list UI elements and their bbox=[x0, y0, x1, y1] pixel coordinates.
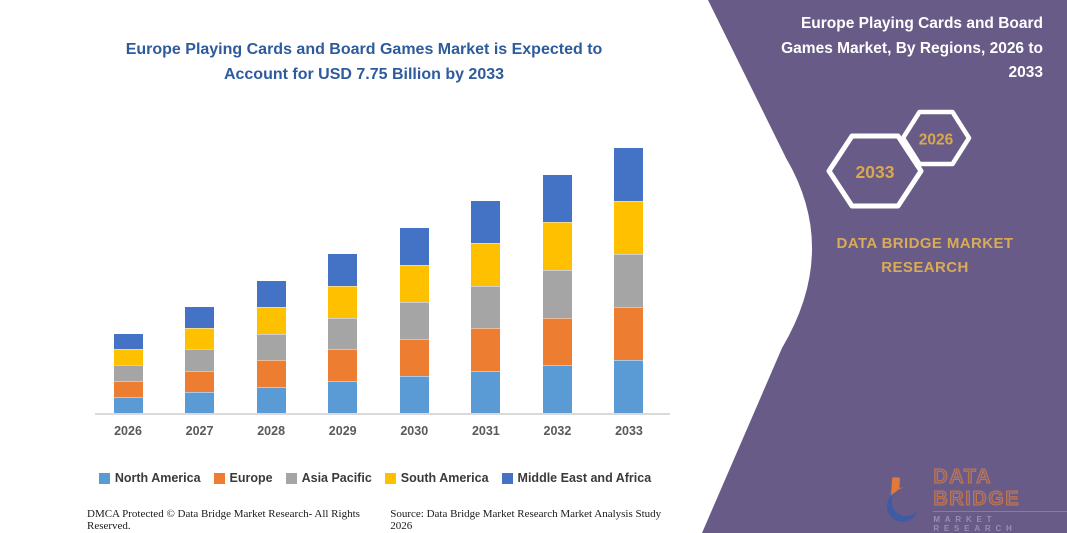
segment-2028-europe bbox=[256, 360, 286, 387]
legend-label: South America bbox=[400, 471, 489, 485]
legend-label: North America bbox=[114, 471, 201, 485]
segment-2033-europe bbox=[614, 307, 644, 360]
year-hexagons: 2033 2026 bbox=[826, 109, 972, 209]
segment-2026-asia-pacific bbox=[113, 365, 143, 382]
panel-title-line-3: 2033 bbox=[1008, 64, 1043, 81]
panel-title: Europe Playing Cards and Board Games Mar… bbox=[751, 12, 1043, 86]
bar-2033 bbox=[614, 148, 644, 413]
brand-wordmark: DATA BRIDGE MARKET RESEARCH bbox=[795, 232, 1055, 280]
panel-title-line-1: Europe Playing Cards and Board bbox=[800, 15, 1043, 32]
plot-area bbox=[95, 140, 670, 415]
legend-swatch-icon bbox=[98, 472, 110, 484]
segment-2027-middle-east-and-africa bbox=[185, 307, 215, 329]
x-label-2029: 2029 bbox=[328, 424, 357, 438]
bar-2030 bbox=[399, 227, 429, 413]
dbmr-logo-icon bbox=[886, 476, 921, 522]
hexagon-2033-label: 2033 bbox=[856, 162, 895, 182]
dbmr-logo: DATA BRIDGE MARKET RESEARCH bbox=[880, 466, 1067, 533]
segment-2030-middle-east-and-africa bbox=[399, 227, 429, 265]
segment-2028-middle-east-and-africa bbox=[256, 280, 286, 307]
footer-dmca-text: DMCA Protected © Data Bridge Market Rese… bbox=[87, 508, 360, 532]
segment-2026-europe bbox=[113, 381, 143, 398]
segment-2031-middle-east-and-africa bbox=[471, 201, 501, 244]
segment-2033-middle-east-and-africa bbox=[614, 148, 644, 201]
x-label-2032: 2032 bbox=[543, 424, 572, 438]
segment-2028-north-america bbox=[256, 386, 286, 413]
bar-2026 bbox=[113, 333, 143, 413]
x-label-2030: 2030 bbox=[400, 424, 429, 438]
dbmr-logo-name: DATA BRIDGE bbox=[933, 466, 1067, 512]
segment-2028-asia-pacific bbox=[256, 333, 286, 360]
chart-legend: North America Europe Asia Pacific South Ame… bbox=[60, 471, 690, 485]
segment-2033-asia-pacific bbox=[614, 254, 644, 307]
legend-label: Asia Pacific bbox=[301, 471, 372, 485]
hexagon-2033-shape bbox=[826, 133, 924, 209]
segment-2032-europe bbox=[542, 317, 572, 366]
legend-item-asia-pacific: Asia Pacific bbox=[285, 471, 372, 485]
legend-swatch-icon bbox=[384, 472, 396, 484]
segment-2029-south-america bbox=[328, 285, 358, 318]
panel-title-line-2: Games Market, By Regions, 2026 to bbox=[781, 39, 1043, 57]
segment-2029-europe bbox=[328, 349, 358, 382]
segment-2031-asia-pacific bbox=[471, 285, 501, 329]
x-axis-labels: 2026 2027 2028 2029 2030 2031 2032 2033 bbox=[95, 424, 670, 442]
segment-2028-south-america bbox=[256, 307, 286, 334]
segment-2032-asia-pacific bbox=[542, 269, 572, 318]
segment-2030-europe bbox=[399, 338, 429, 376]
x-label-2026: 2026 bbox=[114, 424, 142, 438]
footer-source-text: Source: Data Bridge Market Research Mark… bbox=[390, 508, 662, 532]
segment-2033-south-america bbox=[614, 201, 644, 254]
x-label-2027: 2027 bbox=[185, 424, 214, 438]
segment-2027-asia-pacific bbox=[185, 349, 215, 371]
legend-label: Europe bbox=[229, 471, 273, 485]
chart-title-line-1: Europe Playing Cards and Board Games Mar… bbox=[125, 41, 603, 58]
segment-2027-south-america bbox=[185, 328, 215, 350]
segment-2032-south-america bbox=[542, 222, 572, 270]
segment-2029-asia-pacific bbox=[328, 317, 358, 350]
x-label-2028: 2028 bbox=[257, 424, 286, 438]
hexagon-2026-shape bbox=[900, 109, 972, 167]
dbmr-logo-sub: MARKET RESEARCH bbox=[933, 515, 1017, 533]
segment-2026-south-america bbox=[113, 349, 143, 366]
bar-2027 bbox=[185, 307, 215, 413]
segment-2032-middle-east-and-africa bbox=[542, 174, 572, 223]
x-label-2033: 2033 bbox=[615, 424, 643, 438]
footer: DMCA Protected © Data Bridge Market Rese… bbox=[87, 508, 671, 532]
legend-item-north-america: North America bbox=[98, 471, 201, 485]
segment-2029-middle-east-and-africa bbox=[328, 254, 358, 286]
segment-2027-north-america bbox=[185, 391, 215, 413]
segment-2031-north-america bbox=[471, 370, 501, 413]
segment-2026-north-america bbox=[113, 397, 143, 413]
bar-2028 bbox=[256, 280, 286, 413]
bar-2031 bbox=[471, 201, 501, 413]
segment-2027-europe bbox=[185, 370, 215, 392]
legend-label: Middle East and Africa bbox=[517, 471, 652, 485]
chart-title: Europe Playing Cards and Board Games Mar… bbox=[79, 37, 649, 87]
segment-2026-middle-east-and-africa bbox=[113, 333, 143, 350]
bar-2029 bbox=[328, 254, 358, 413]
legend-item-south-america: South America bbox=[384, 471, 489, 485]
segment-2033-north-america bbox=[614, 360, 644, 413]
segment-2030-north-america bbox=[399, 375, 429, 413]
segment-2030-south-america bbox=[399, 264, 429, 302]
x-label-2031: 2031 bbox=[471, 424, 500, 438]
segment-2030-asia-pacific bbox=[399, 301, 429, 339]
segment-2031-south-america bbox=[471, 243, 501, 286]
legend-item-europe: Europe bbox=[213, 471, 273, 485]
brand-line-2: RESEARCH bbox=[881, 259, 969, 276]
segment-2031-europe bbox=[471, 328, 501, 371]
segment-2029-north-america bbox=[328, 381, 358, 413]
segment-2032-north-america bbox=[542, 365, 572, 413]
dbmr-logo-text: DATA BRIDGE MARKET RESEARCH bbox=[933, 466, 1067, 533]
legend-swatch-icon bbox=[501, 472, 513, 484]
bar-2032 bbox=[542, 174, 572, 413]
legend-swatch-icon bbox=[285, 472, 297, 484]
brand-line-1: DATA BRIDGE MARKET bbox=[836, 235, 1014, 252]
hexagon-2026-label: 2026 bbox=[919, 132, 954, 149]
legend-swatch-icon bbox=[213, 472, 225, 484]
chart-title-line-2: Account for USD 7.75 Billion by 2033 bbox=[223, 66, 505, 83]
legend-item-middle-east-and-africa: Middle East and Africa bbox=[501, 471, 652, 485]
